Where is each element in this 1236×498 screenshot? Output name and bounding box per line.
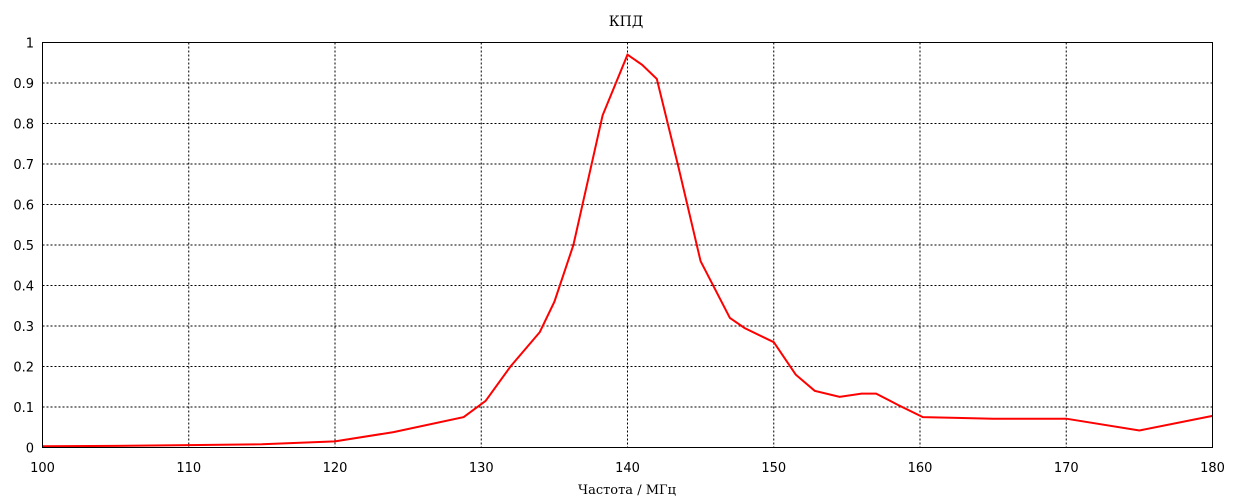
y-tick-label: 0.8 [13,118,34,133]
efficiency-series-line [42,53,1213,448]
y-tick-label: 0.5 [13,239,34,254]
x-tick-label: 140 [615,461,640,476]
x-tick-label: 100 [30,461,55,476]
x-tick-label: 160 [908,461,933,476]
plot-frame [42,42,1213,448]
x-axis-label: Частота / МГц [578,483,676,498]
y-tick-label: 1 [26,37,34,52]
y-tick-label: 0.4 [13,280,34,295]
y-tick-label: 0.9 [13,77,34,92]
y-tick-label: 0.2 [13,361,34,376]
x-tick-label: 120 [323,461,348,476]
y-tick-label: 0.1 [13,401,34,416]
y-tick-label: 0 [26,442,34,457]
chart-title: КПД [609,14,643,30]
series-layer [42,53,1213,448]
y-axis-ticks: 0 0.1 0.2 0.3 0.4 0.5 0.6 0.7 0.8 0.9 1 [13,37,34,457]
x-tick-label: 110 [176,461,201,476]
x-tick-label: 170 [1054,461,1079,476]
grid-lines [42,42,1213,448]
y-tick-label: 0.3 [13,320,34,335]
x-tick-label: 150 [761,461,786,476]
x-tick-label: 130 [469,461,494,476]
x-tick-label: 180 [1200,461,1225,476]
y-tick-label: 0.7 [13,158,34,173]
x-axis-ticks: 100 110 120 130 140 150 160 170 180 [30,461,1225,476]
y-tick-label: 0.6 [13,199,34,214]
